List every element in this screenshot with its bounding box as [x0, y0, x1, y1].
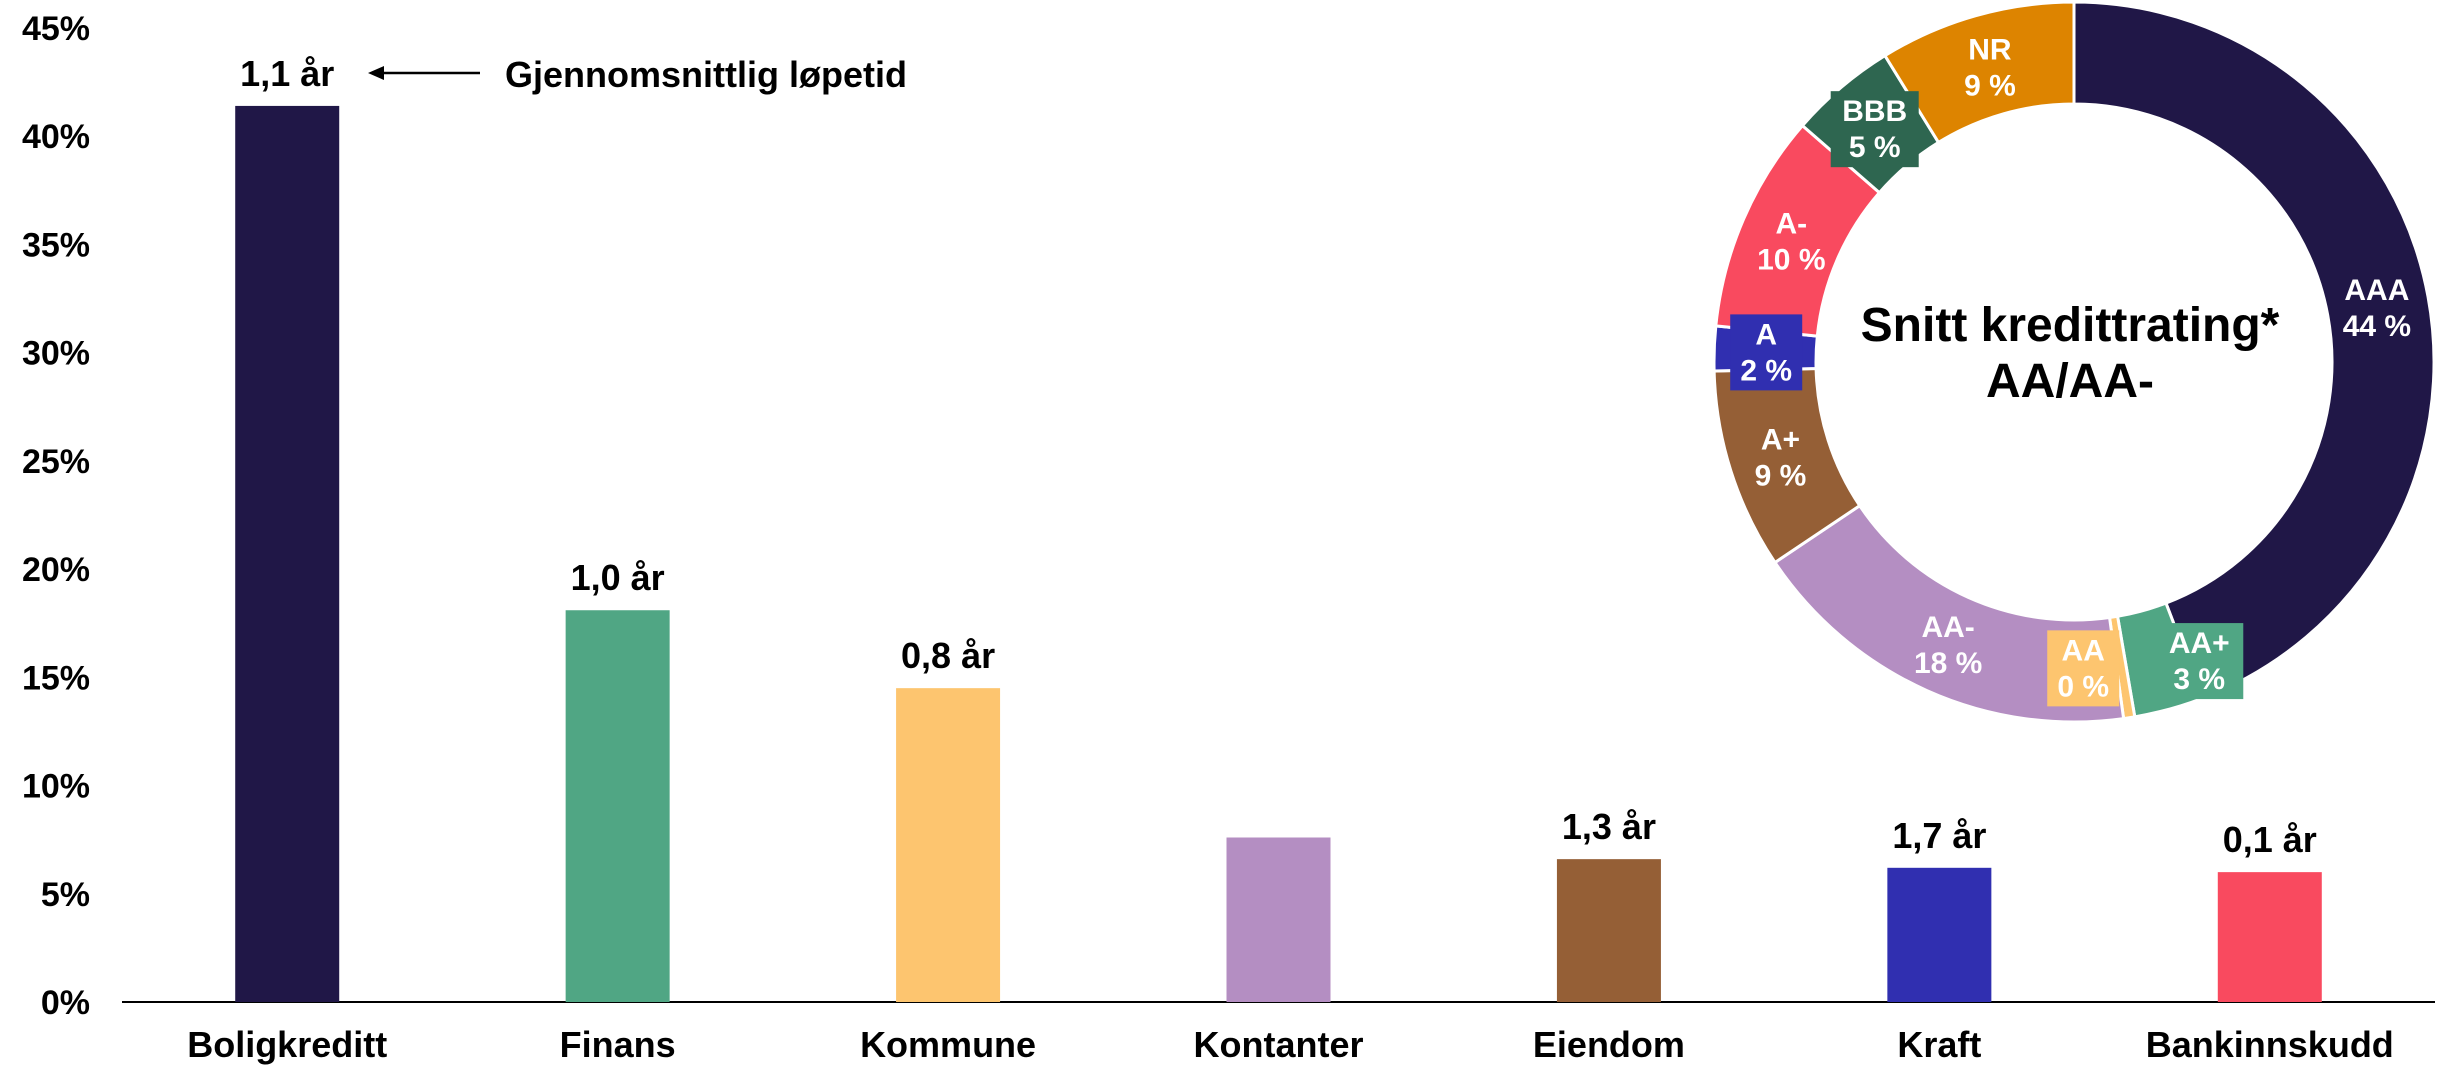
- donut-slice-nr: [1882, 0, 2076, 145]
- donut-slice-name: AA+: [2169, 627, 2230, 660]
- x-tick-label: Kontanter: [1194, 1024, 1364, 1065]
- bar-kontanter: [1226, 837, 1331, 1002]
- x-tick-label: Finans: [560, 1024, 676, 1065]
- donut-slice-value: 3 %: [2173, 663, 2225, 696]
- donut-slice-value: 9 %: [1964, 70, 2016, 103]
- bar-kommune: [896, 688, 1001, 1002]
- annotation-arrow-head: [368, 66, 384, 80]
- y-tick-label: 25%: [22, 443, 90, 481]
- donut-slice-name: NR: [1968, 34, 2012, 67]
- donut-slice-name: A-: [1776, 208, 1808, 241]
- bar-boligkreditt: [235, 105, 340, 1003]
- donut-slice-name: BBB: [1842, 95, 1907, 128]
- x-tick-label: Kraft: [1897, 1024, 1981, 1065]
- x-tick-label: Boligkreditt: [187, 1024, 387, 1065]
- donut-slice-label: NR9 %: [1964, 34, 2016, 103]
- bar-kraft: [1887, 867, 1992, 1002]
- y-tick-label: 45%: [22, 10, 90, 48]
- annotation-group: Gjennomsnittlig løpetid: [368, 54, 907, 95]
- donut-slice-name: AA: [2062, 634, 2105, 667]
- donut-slice-value: 0 %: [2057, 670, 2109, 703]
- annotation-text: Gjennomsnittlig løpetid: [505, 54, 907, 95]
- donut-slice-name: AA-: [1921, 611, 1974, 644]
- donut-slice-value: 10 %: [1757, 244, 1825, 277]
- donut-slice-value: 18 %: [1914, 647, 1982, 680]
- donut-label-box: [1730, 314, 1803, 391]
- bar-chart: 0% 5% 10% 15% 20% 25% 30% 35% 40% 45% 1,1 år Boligk…: [22, 10, 2435, 1065]
- bar-data-label: 1,1 år: [240, 53, 334, 94]
- y-tick-label: 35%: [22, 226, 90, 264]
- y-tick-label: 0%: [41, 984, 90, 1022]
- y-tick-label: 40%: [22, 118, 90, 156]
- y-tick-label: 20%: [22, 551, 90, 589]
- x-tick-label: Eiendom: [1533, 1024, 1685, 1065]
- donut-slice-aaa: [2072, 0, 2436, 701]
- bar-data-label: 0,8 år: [901, 635, 995, 676]
- donut-label-box: [2047, 630, 2120, 707]
- donut-label-box: [1830, 91, 1919, 168]
- bar-data-label: 1,3 år: [1562, 806, 1656, 847]
- bar-data-label: 1,7 år: [1892, 815, 1986, 856]
- donut-slice-label: AA-18 %: [1914, 611, 1982, 680]
- bar-bankinnskudd: [2217, 872, 2322, 1002]
- donut-slice-label: A+9 %: [1755, 423, 1807, 492]
- bar-finans: [565, 610, 670, 1002]
- donut-slice-label: A-10 %: [1757, 208, 1825, 277]
- donut-center-value: AA/AA-: [1986, 355, 2154, 408]
- y-tick-label: 10%: [22, 768, 90, 806]
- donut-slice-name: A+: [1761, 423, 1800, 456]
- donut-slice-value: 9 %: [1755, 459, 1807, 492]
- donut-center-title: Snitt kredittrating*: [1861, 299, 2280, 352]
- donut-slice-name: AAA: [2344, 274, 2409, 307]
- donut-slice-name: A: [1755, 318, 1777, 351]
- donut-slice-value: 2 %: [1740, 354, 1792, 387]
- y-tick-label: 15%: [22, 659, 90, 697]
- y-tick-label: 30%: [22, 335, 90, 373]
- donut-label-box: [2155, 623, 2244, 700]
- bar-data-label: 1,0 år: [571, 557, 665, 598]
- bar-data-label: 0,1 år: [2223, 819, 2317, 860]
- bar-eiendom: [1556, 859, 1661, 1002]
- x-tick-label: Kommune: [860, 1024, 1036, 1065]
- donut-slice-label: A2 %: [1730, 314, 1803, 391]
- x-tick-label: Bankinnskudd: [2146, 1024, 2394, 1065]
- donut-slice-label: AA+3 %: [2155, 623, 2244, 700]
- donut-slice-value: 5 %: [1849, 131, 1901, 164]
- donut-slice-label: AA0 %: [2047, 630, 2120, 707]
- donut-slice-value: 44 %: [2343, 310, 2411, 343]
- y-tick-label: 5%: [41, 876, 90, 914]
